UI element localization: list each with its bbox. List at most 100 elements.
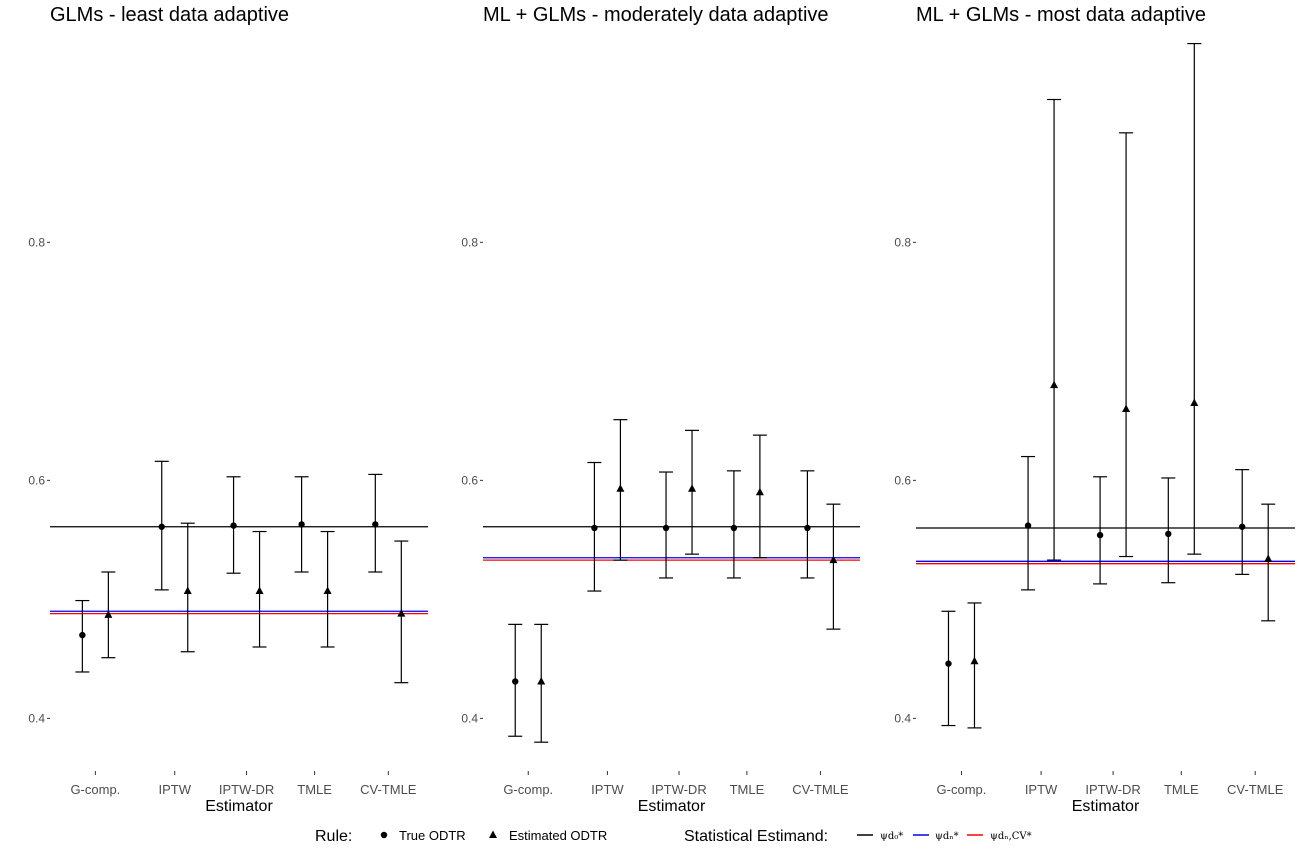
errorbar-true-odtr <box>659 471 674 579</box>
errorbar-estimated-odtr <box>752 434 767 559</box>
point-estimated-odtr <box>1050 380 1059 389</box>
point-true-odtr <box>730 524 738 532</box>
errorbar-estimated-odtr <box>613 419 628 561</box>
x-axis-title: Estimator <box>205 798 273 815</box>
errorbar-true-odtr <box>508 623 523 737</box>
x-tick-label: CV-TMLE <box>792 782 849 797</box>
errorbar-true-odtr <box>1093 476 1108 585</box>
legend-item-true-odtr: True ODTR <box>399 828 466 843</box>
y-tick-label: 0.4 <box>28 711 45 725</box>
point-true-odtr <box>298 521 305 528</box>
panel-title: GLMs - least data adaptive <box>50 4 289 26</box>
errorbar-true-odtr <box>226 476 241 574</box>
x-tick-label: CV-TMLE <box>1227 782 1284 797</box>
x-tick-label: G-comp. <box>503 782 553 797</box>
errorbar-estimated-odtr <box>320 530 335 648</box>
legend-rule-title: Rule: <box>315 828 352 845</box>
point-true-odtr <box>945 660 952 667</box>
legend-item-estimated-odtr: Estimated ODTR <box>509 828 607 843</box>
point-true-odtr <box>1024 522 1032 529</box>
point-estimated-odtr <box>1264 554 1273 562</box>
legend-circle-icon <box>380 831 388 839</box>
point-true-odtr <box>1096 531 1104 539</box>
errorbar-true-odtr <box>294 476 309 573</box>
legend-estimand-title: Statistical Estimand: <box>684 828 828 845</box>
y-tick-label: 0.8 <box>894 235 911 249</box>
point-estimated-odtr <box>970 656 979 665</box>
point-true-odtr <box>1165 530 1172 538</box>
x-tick-label: G-comp. <box>937 782 987 797</box>
x-axis-title: Estimator <box>638 798 706 815</box>
legend: Rule: True ODTR Estimated ODTR Statistical … <box>315 828 1032 845</box>
x-tick-label: IPTW-DR <box>219 782 274 797</box>
panel-title: ML + GLMs - most data adaptive <box>916 4 1206 26</box>
point-true-odtr <box>158 523 165 530</box>
errorbar-estimated-odtr <box>967 602 982 729</box>
point-estimated-odtr <box>255 586 264 595</box>
y-tick-label: 0.6 <box>28 473 45 487</box>
errorbar-true-odtr <box>75 599 90 673</box>
point-estimated-odtr <box>829 555 838 564</box>
y-tick-label: 0.8 <box>28 235 45 249</box>
errorbar-estimated-odtr <box>394 540 409 684</box>
point-true-odtr <box>662 524 670 532</box>
legend-triangle-icon <box>489 830 497 838</box>
point-estimated-odtr <box>397 609 406 617</box>
panel-1: GLMs - least data adaptive 0.4 0.6 0.8 G-com… <box>28 4 428 815</box>
point-estimated-odtr <box>755 487 764 496</box>
errorbar-true-odtr <box>800 470 815 579</box>
x-axis-title: Estimator <box>1072 798 1140 815</box>
x-tick-label: IPTW <box>1025 782 1058 797</box>
errorbar-true-odtr <box>941 610 956 727</box>
point-estimated-odtr <box>616 484 625 492</box>
errorbar-estimated-odtr <box>685 429 700 555</box>
panel-title: ML + GLMs - moderately data adaptive <box>483 4 829 26</box>
point-estimated-odtr <box>183 586 192 595</box>
errorbar-true-odtr <box>154 460 169 591</box>
y-tick-label: 0.6 <box>894 473 911 487</box>
x-tick-label: IPTW <box>158 782 191 797</box>
x-tick-label: IPTW-DR <box>651 782 706 797</box>
point-true-odtr <box>372 521 379 528</box>
legend-estimand-label-1: ψd₀* <box>880 831 903 842</box>
errorbar-estimated-odtr <box>252 530 267 648</box>
errorbar-true-odtr <box>726 470 741 579</box>
x-tick-label: TMLE <box>1164 782 1199 797</box>
errorbar-estimated-odtr <box>1119 132 1134 558</box>
point-true-odtr <box>591 524 598 532</box>
x-tick-label: IPTW-DR <box>1085 782 1140 797</box>
y-tick-label: 0.6 <box>461 473 478 487</box>
errorbar-true-odtr <box>1021 455 1036 591</box>
point-estimated-odtr <box>537 676 546 685</box>
y-tick-label: 0.8 <box>461 235 478 249</box>
x-tick-label: TMLE <box>730 782 765 797</box>
y-tick-label: 0.4 <box>461 711 478 725</box>
errorbar-estimated-odtr <box>180 522 195 653</box>
point-true-odtr <box>804 524 811 532</box>
x-tick-label: IPTW <box>591 782 624 797</box>
panel-3: ML + GLMs - most data adaptive 0.4 0.6 0.8 G… <box>894 4 1295 815</box>
legend-estimand-label-3: ψdₙ,CV* <box>990 831 1032 842</box>
y-tick-label: 0.4 <box>894 711 911 725</box>
point-estimated-odtr <box>1190 398 1199 406</box>
errorbar-true-odtr <box>587 461 602 592</box>
panel-2: ML + GLMs - moderately data adaptive 0.4 0… <box>461 4 860 815</box>
point-true-odtr <box>1239 523 1246 530</box>
errorbar-estimated-odtr <box>101 571 116 659</box>
point-estimated-odtr <box>688 484 697 492</box>
errorbar-estimated-odtr <box>1261 503 1276 622</box>
errorbar-true-odtr <box>1235 469 1250 575</box>
point-estimated-odtr <box>104 610 113 618</box>
point-estimated-odtr <box>323 586 332 595</box>
errorbar-estimated-odtr <box>1047 98 1062 561</box>
errorbar-true-odtr <box>1161 477 1176 584</box>
point-true-odtr <box>230 522 237 529</box>
errorbar-estimated-odtr <box>826 503 841 630</box>
errorbar-estimated-odtr <box>1187 42 1202 555</box>
x-tick-label: G-comp. <box>70 782 120 797</box>
x-tick-label: TMLE <box>297 782 332 797</box>
x-tick-label: CV-TMLE <box>360 782 417 797</box>
point-true-odtr <box>512 678 519 685</box>
errorbar-estimated-odtr <box>534 623 549 743</box>
